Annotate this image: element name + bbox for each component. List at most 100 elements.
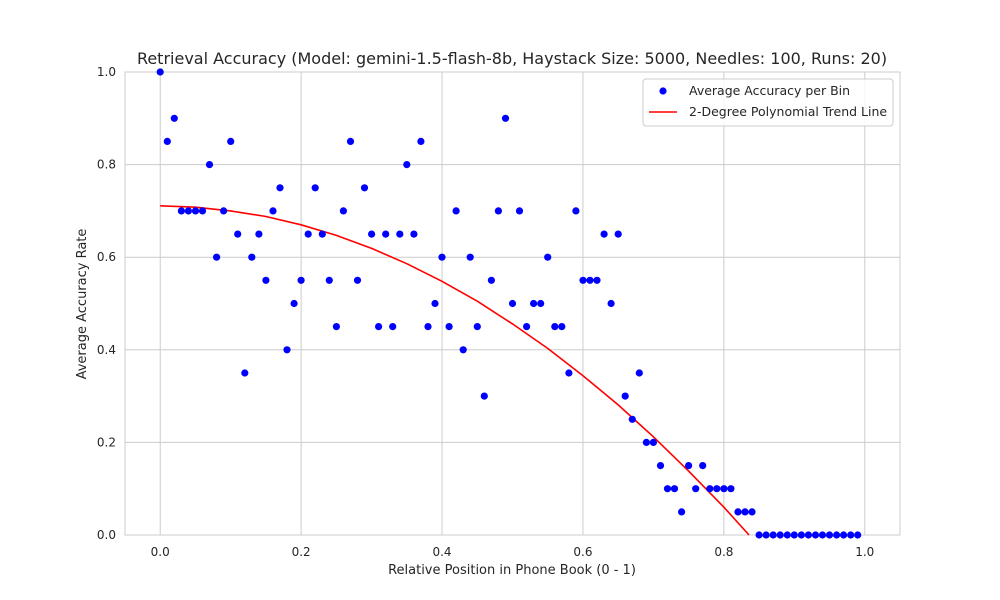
data-point: [163, 137, 171, 145]
data-point: [847, 531, 855, 539]
data-point: [607, 299, 615, 308]
legend: Average Accuracy per Bin 2-Degree Polyno…: [642, 78, 894, 127]
x-axis-label: Relative Position in Phone Book (0 - 1): [388, 563, 636, 578]
data-point: [649, 438, 658, 446]
y-tick-label: 1.0: [97, 65, 116, 79]
legend-label-trend: 2-Degree Polynomial Trend Line: [689, 104, 887, 119]
data-point: [804, 531, 813, 539]
data-point: [205, 161, 214, 169]
data-point: [234, 230, 242, 238]
data-point: [678, 508, 686, 516]
data-point: [558, 323, 566, 331]
data-point: [635, 369, 643, 377]
data-point: [523, 323, 531, 331]
y-tick-labels: 0.0 0.2 0.4 0.6 0.8 1.0: [97, 65, 116, 542]
data-point: [438, 253, 446, 261]
y-tick-label: 0.4: [97, 343, 116, 357]
data-point: [579, 276, 587, 284]
data-point: [375, 323, 383, 331]
data-point: [783, 531, 791, 539]
data-point: [537, 299, 545, 308]
data-point: [473, 323, 481, 331]
y-tick-label: 0.8: [97, 158, 116, 172]
y-axis-label: Average Accuracy Rate: [75, 229, 90, 380]
data-point: [170, 114, 178, 122]
chart-title: Retrieval Accuracy (Model: gemini-1.5-fl…: [137, 49, 887, 68]
data-point: [663, 485, 672, 493]
data-point: [191, 207, 200, 215]
data-point: [551, 323, 559, 331]
data-point: [346, 137, 355, 145]
legend-label-scatter: Average Accuracy per Bin: [689, 83, 850, 98]
data-point: [332, 323, 340, 331]
data-point: [459, 346, 467, 354]
data-point: [480, 392, 488, 400]
data-point: [466, 253, 474, 261]
data-point: [297, 276, 305, 284]
data-point: [445, 323, 453, 331]
data-point: [706, 485, 714, 493]
data-point: [431, 299, 439, 308]
data-point: [621, 392, 629, 400]
x-tick-label: 0.0: [151, 545, 170, 559]
data-point: [565, 369, 573, 377]
data-point: [818, 531, 827, 539]
data-point: [572, 207, 580, 215]
x-tick-labels: 0.0 0.2 0.4 0.6 0.8 1.0: [151, 545, 875, 559]
data-point: [325, 276, 333, 284]
data-point: [586, 276, 594, 284]
data-point: [389, 323, 397, 331]
data-point: [769, 531, 777, 539]
data-point: [424, 323, 432, 331]
data-point: [494, 207, 502, 215]
data-point: [368, 230, 376, 238]
data-point: [741, 508, 749, 516]
data-point: [593, 276, 601, 284]
data-point: [255, 230, 263, 238]
data-point: [628, 415, 636, 423]
data-point: [318, 230, 326, 238]
x-tick-label: 0.2: [292, 545, 311, 559]
data-point: [339, 207, 347, 215]
data-point: [790, 531, 798, 539]
data-point: [656, 462, 665, 470]
data-point: [213, 253, 221, 261]
data-point: [840, 531, 848, 539]
y-tick-label: 0.0: [97, 528, 116, 542]
scatter-points: [156, 68, 862, 539]
data-point: [241, 369, 249, 377]
data-point: [501, 114, 510, 122]
data-point: [614, 230, 622, 238]
data-point: [403, 161, 411, 169]
x-tick-label: 0.4: [432, 545, 451, 559]
data-point: [685, 462, 693, 470]
trend-line: [160, 205, 750, 536]
data-point: [396, 230, 404, 238]
data-point: [248, 253, 256, 261]
data-point: [276, 184, 284, 192]
data-point: [762, 531, 770, 539]
data-point: [283, 346, 291, 354]
data-point: [854, 531, 862, 539]
y-tick-label: 0.2: [97, 435, 116, 449]
data-point: [177, 207, 185, 215]
data-point: [825, 531, 834, 539]
data-point: [642, 438, 651, 446]
data-point: [811, 531, 820, 539]
data-point: [755, 531, 763, 539]
data-point: [220, 207, 228, 215]
data-point: [184, 207, 192, 215]
data-point: [670, 485, 679, 493]
data-point: [156, 68, 164, 76]
data-point: [262, 276, 270, 284]
data-point: [720, 485, 728, 493]
x-tick-label: 0.8: [714, 545, 733, 559]
data-point: [734, 508, 742, 516]
data-point: [748, 508, 756, 516]
data-point: [353, 276, 362, 284]
x-tick-label: 1.0: [855, 545, 874, 559]
data-point: [713, 485, 721, 493]
data-point: [508, 299, 517, 308]
data-point: [452, 207, 460, 215]
